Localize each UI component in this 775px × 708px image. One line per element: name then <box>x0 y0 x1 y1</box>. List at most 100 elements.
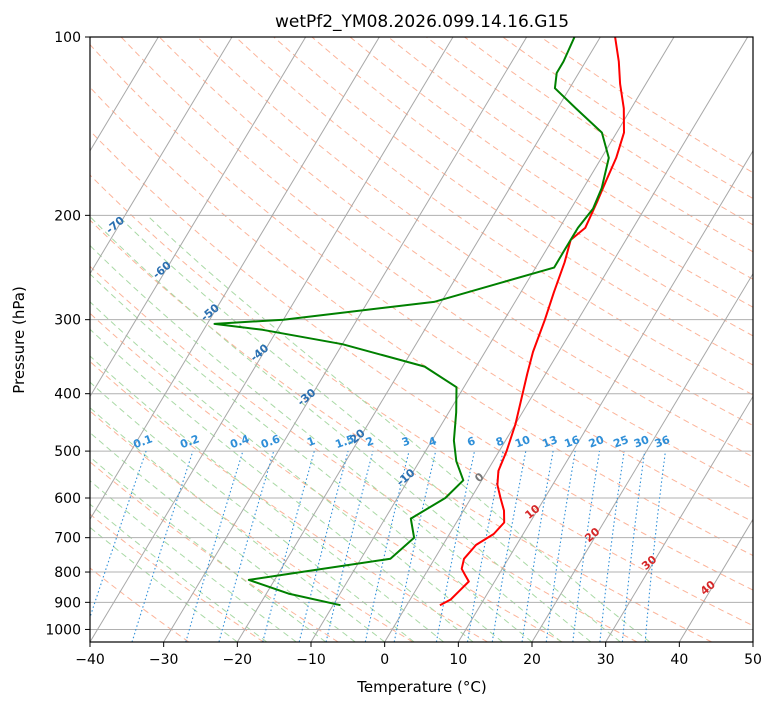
dry-adiabat <box>197 37 753 427</box>
mixing-ratio-line <box>218 450 275 642</box>
dry-adiabat <box>90 174 753 627</box>
x-axis: −40 −30 −20 −10 0 10 20 30 40 50 <box>75 642 762 668</box>
mixing-ratio-line <box>262 450 315 642</box>
mixing-ratio-line <box>545 451 576 642</box>
moist-adiabat <box>90 526 238 642</box>
plot-frame <box>89 36 754 643</box>
mixing-ratio-label: 0.1 <box>131 432 154 451</box>
warm-isotherm-label: 10 <box>522 502 542 522</box>
moist-adiabat <box>90 456 327 642</box>
y-tick-label: 800 <box>54 565 81 581</box>
mixing-ratio-label: 20 <box>587 433 606 451</box>
moist-adiabat <box>90 273 533 642</box>
moist-adiabat <box>90 431 356 642</box>
mixing-ratio-label: 16 <box>563 433 582 451</box>
mixing-ratio-line <box>572 451 601 642</box>
y-axis-label: Pressure (hPa) <box>10 286 28 394</box>
moist-adiabat <box>90 215 592 642</box>
temperature-profile-line <box>439 37 625 607</box>
x-tick-label: 10 <box>449 652 467 668</box>
dry-adiabat <box>90 513 264 642</box>
x-axis-label: Temperature (°C) <box>356 678 486 696</box>
y-tick-label: 500 <box>54 444 81 460</box>
mixing-ratio-line <box>599 451 625 642</box>
mixing-ratio-line <box>185 450 244 642</box>
dry-adiabat <box>273 37 753 366</box>
dry-adiabat <box>90 43 753 523</box>
dry-adiabat <box>90 86 753 557</box>
moist-adiabat <box>90 480 297 642</box>
dry-adiabat <box>311 37 753 337</box>
y-tick-label: 400 <box>54 387 81 403</box>
isotherm-line <box>90 37 233 275</box>
mixing-ratio-label: 4 <box>427 434 439 449</box>
isotherm-line <box>90 37 380 521</box>
x-tick-label: −40 <box>75 652 105 668</box>
moist-adiabat <box>117 214 621 642</box>
dry-adiabat <box>90 410 414 642</box>
y-tick-label: 200 <box>54 208 81 224</box>
isotherm-line <box>531 272 753 642</box>
mixing-ratio-line <box>131 450 194 642</box>
warm-isotherm-label: 40 <box>698 578 718 598</box>
mixing-ratio-line <box>298 450 349 642</box>
mixing-ratio-line <box>521 451 554 642</box>
x-tick-label: 40 <box>670 652 688 668</box>
background-lines <box>90 37 753 642</box>
moist-adiabat <box>90 355 444 642</box>
y-tick-label: 1000 <box>45 622 81 638</box>
x-tick-label: 20 <box>523 652 541 668</box>
dry-adiabat <box>120 37 753 490</box>
isotherm-line <box>90 37 454 642</box>
series-layer <box>213 37 625 607</box>
mixing-ratio-label: 0.6 <box>259 432 282 451</box>
dewpoint-profile-line <box>213 37 610 607</box>
isotherm-line <box>90 37 159 152</box>
isotherm-line <box>236 37 601 642</box>
mixing-ratio-line <box>621 451 646 642</box>
mixing-ratio-label: 25 <box>612 433 631 450</box>
dry-adiabat <box>90 312 563 642</box>
mixing-ratio-label: 0.2 <box>178 432 201 451</box>
moist-adiabat <box>90 301 503 642</box>
y-tick-label: 100 <box>54 30 81 46</box>
mixing-ratio-label: 2 <box>364 434 376 449</box>
isotherm-line <box>457 149 753 642</box>
dry-adiabat <box>426 37 753 253</box>
mixing-ratio-label: 0.4 <box>228 432 251 451</box>
mixing-ratio-label: 30 <box>632 433 651 451</box>
x-tick-label: 0 <box>380 652 389 668</box>
y-axis: 100 200 300 400 500 600 700 800 900 1000 <box>45 30 90 638</box>
mixing-ratio-label: 3 <box>400 434 412 449</box>
dry-adiabat <box>90 461 339 642</box>
x-tick-label: −10 <box>296 652 326 668</box>
warm-isotherm-label: 0 <box>472 470 486 485</box>
dry-adiabat <box>349 37 753 308</box>
mixing-ratio-line <box>364 450 410 642</box>
isotherm-line <box>678 518 753 642</box>
isotherm-line <box>310 37 675 642</box>
moist-adiabat <box>90 328 474 642</box>
moist-adiabat <box>90 381 415 642</box>
y-tick-label: 900 <box>54 595 81 611</box>
isotherm-line <box>752 641 753 642</box>
mixing-ratio-label: 13 <box>541 433 560 450</box>
moist-adiabat <box>146 214 651 642</box>
isotherm-line <box>90 37 307 398</box>
y-tick-label: 300 <box>54 313 81 329</box>
mixing-ratio-label: 36 <box>653 433 672 451</box>
dry-adiabat <box>540 37 753 174</box>
isotherm-line <box>163 37 528 642</box>
x-tick-label: −20 <box>223 652 253 668</box>
mixing-ratio-label: 6 <box>466 434 478 449</box>
x-tick-label: −30 <box>149 652 179 668</box>
x-tick-label: 50 <box>744 652 762 668</box>
isotherm-line <box>384 37 749 642</box>
isotherm-line <box>605 395 753 642</box>
dry-adiabat <box>158 37 753 458</box>
dry-adiabat <box>90 219 712 642</box>
y-tick-label: 600 <box>54 491 81 507</box>
x-tick-label: 30 <box>597 652 615 668</box>
chart-title: wetPf2_YM08.2026.099.14.16.G15 <box>275 12 569 32</box>
